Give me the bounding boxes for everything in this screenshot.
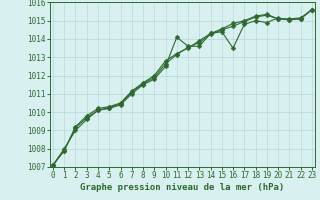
X-axis label: Graphe pression niveau de la mer (hPa): Graphe pression niveau de la mer (hPa) — [80, 183, 284, 192]
